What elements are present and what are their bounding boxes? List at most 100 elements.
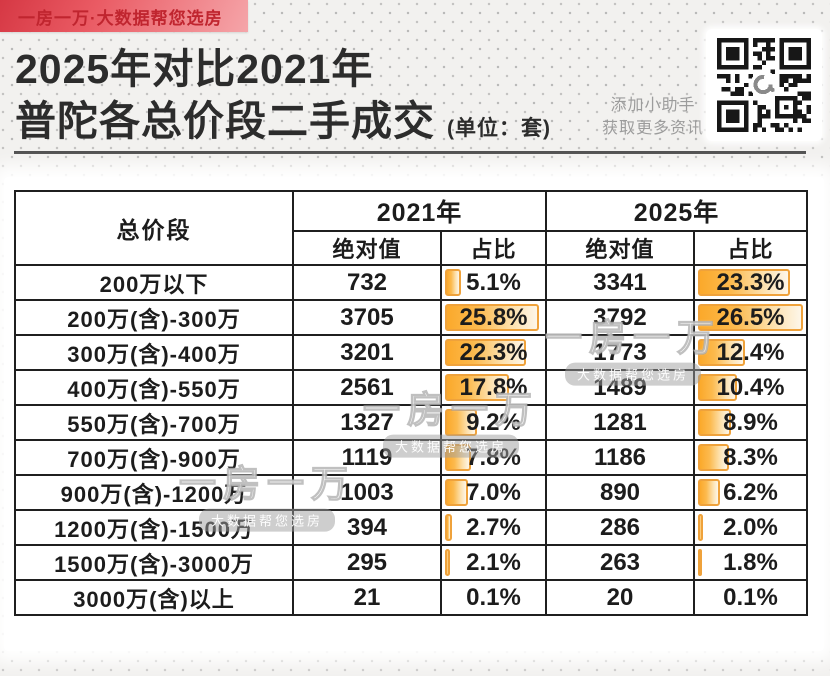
col-header-2021: 2021年 <box>292 190 547 232</box>
data-bar-2025 <box>698 269 790 296</box>
abs-value-2025: 1773 <box>545 334 695 371</box>
abs-value-2025: 20 <box>545 579 695 616</box>
price-range-label: 1500万(含)-3000万 <box>14 544 294 581</box>
table-row: 200万(含)-300万 3705 25.8% 3792 26.5% <box>14 299 808 336</box>
page-title-line1: 2025年对比2021年 <box>15 46 374 92</box>
table-row: 1500万(含)-3000万 295 2.1% 263 1.8% <box>14 544 808 581</box>
pct-value-2025: 0.1% <box>723 583 778 611</box>
qr-note-line2: 获取更多资讯 <box>601 120 704 138</box>
pct-value-2021: 22.3% <box>459 338 528 366</box>
pct-cell-2021: 0.1% <box>440 579 547 616</box>
data-bar-2021 <box>445 304 540 331</box>
pct-cell-2021: 7.8% <box>440 439 547 476</box>
col-header-abs-2025: 绝对值 <box>545 230 695 266</box>
table-row: 400万(含)-550万 2561 17.8% 1489 10.4% <box>14 369 808 406</box>
qr-note-line1: 添加小助手 <box>610 97 696 114</box>
pct-value-2021: 5.1% <box>466 268 521 296</box>
pct-value-2025: 10.4% <box>716 373 785 401</box>
pct-value-2025: 23.3% <box>716 268 785 296</box>
pct-cell-2021: 9.2% <box>440 404 547 441</box>
data-bar-2021 <box>445 269 462 296</box>
pct-value-2025: 1.8% <box>723 548 778 576</box>
abs-value-2025: 890 <box>545 474 695 511</box>
title-block: 2025年对比2021年 普陀各总价段二手成交 (单位：套) <box>15 44 715 147</box>
data-bar-2025 <box>698 549 703 576</box>
price-range-label: 900万(含)-1200万 <box>14 474 294 511</box>
pct-value-2025: 26.5% <box>716 303 785 331</box>
pct-value-2021: 17.8% <box>459 373 528 401</box>
col-header-2025: 2025年 <box>545 190 808 232</box>
price-range-label: 400万(含)-550万 <box>14 369 294 406</box>
abs-value-2021: 1003 <box>292 474 442 511</box>
abs-value-2025: 1186 <box>545 439 695 476</box>
price-range-label: 200万(含)-300万 <box>14 299 294 336</box>
pct-cell-2021: 2.7% <box>440 509 547 546</box>
price-range-label: 1200万(含)-1500万 <box>14 509 294 546</box>
table-row: 1200万(含)-1500万 394 2.7% 286 2.0% <box>14 509 808 546</box>
data-bar-2025 <box>698 409 732 436</box>
unit-label: (单位：套) <box>447 116 551 140</box>
pct-cell-2025: 8.3% <box>693 439 808 476</box>
price-range-label: 3000万(含)以上 <box>14 579 294 616</box>
qr-card <box>706 29 822 141</box>
abs-value-2021: 1119 <box>292 439 442 476</box>
pct-cell-2025: 8.9% <box>693 404 808 441</box>
pct-cell-2025: 26.5% <box>693 299 808 336</box>
abs-value-2021: 732 <box>292 264 442 301</box>
pct-cell-2021: 5.1% <box>440 264 547 301</box>
abs-value-2025: 3341 <box>545 264 695 301</box>
pct-value-2025: 2.0% <box>723 513 778 541</box>
abs-value-2021: 1327 <box>292 404 442 441</box>
pct-cell-2021: 25.8% <box>440 299 547 336</box>
brand-ribbon: 一房一万·大数据帮您选房 <box>0 0 248 32</box>
brand-ribbon-label: 一房一万·大数据帮您选房 <box>18 8 223 28</box>
data-bar-2025 <box>698 514 704 541</box>
abs-value-2025: 1281 <box>545 404 695 441</box>
pct-value-2025: 6.2% <box>723 478 778 506</box>
pct-value-2021: 7.0% <box>466 478 521 506</box>
data-bar-2021 <box>445 549 450 576</box>
qr-note: 添加小助手 获取更多资讯 <box>578 94 728 140</box>
data-bar-2021 <box>445 409 477 436</box>
data-bar-2025 <box>698 339 746 366</box>
pct-value-2025: 12.4% <box>716 338 785 366</box>
header-row-sub: 绝对值 占比 绝对值 占比 <box>15 230 808 266</box>
abs-value-2021: 295 <box>292 544 442 581</box>
pct-cell-2025: 0.1% <box>693 579 808 616</box>
data-bar-2025 <box>698 374 738 401</box>
pct-value-2021: 9.2% <box>466 408 521 436</box>
abs-value-2021: 2561 <box>292 369 442 406</box>
abs-value-2021: 21 <box>292 579 442 616</box>
title-underline <box>14 151 806 154</box>
col-header-abs-2021: 绝对值 <box>292 230 442 266</box>
pct-cell-2025: 10.4% <box>693 369 808 406</box>
pct-value-2021: 7.8% <box>466 443 521 471</box>
table-row: 700万(含)-900万 1119 7.8% 1186 8.3% <box>14 439 808 476</box>
pct-value-2025: 8.3% <box>723 443 778 471</box>
pct-cell-2021: 22.3% <box>440 334 547 371</box>
pct-value-2021: 2.7% <box>466 513 521 541</box>
table-row: 300万(含)-400万 3201 22.3% 1773 12.4% <box>14 334 808 371</box>
page-title-line2: 普陀各总价段二手成交 <box>15 97 435 144</box>
pct-cell-2025: 6.2% <box>693 474 808 511</box>
price-range-label: 200万以下 <box>14 264 294 301</box>
table-row: 3000万(含)以上 21 0.1% 20 0.1% <box>14 579 808 616</box>
pct-value-2021: 0.1% <box>466 583 521 611</box>
price-band-table: 总价段 2021年 2025年 绝对值 占比 绝对值 占比 200万以下 732… <box>14 190 808 616</box>
table-row: 550万(含)-700万 1327 9.2% 1281 8.9% <box>14 404 808 441</box>
col-header-pct-2025: 占比 <box>693 230 808 266</box>
abs-value-2025: 286 <box>545 509 695 546</box>
page-title-line2-wrap: 普陀各总价段二手成交 (单位：套) <box>15 96 715 148</box>
col-header-price-band: 总价段 <box>14 190 294 266</box>
table-row: 900万(含)-1200万 1003 7.0% 890 6.2% <box>14 474 808 511</box>
abs-value-2025: 263 <box>545 544 695 581</box>
data-bar-2021 <box>445 339 527 366</box>
pct-value-2025: 8.9% <box>723 408 778 436</box>
price-range-label: 700万(含)-900万 <box>14 439 294 476</box>
pct-cell-2025: 23.3% <box>693 264 808 301</box>
pct-cell-2025: 2.0% <box>693 509 808 546</box>
data-bar-2021 <box>445 479 469 506</box>
abs-value-2021: 3201 <box>292 334 442 371</box>
header-row-years: 总价段 2021年 2025年 <box>14 190 808 266</box>
